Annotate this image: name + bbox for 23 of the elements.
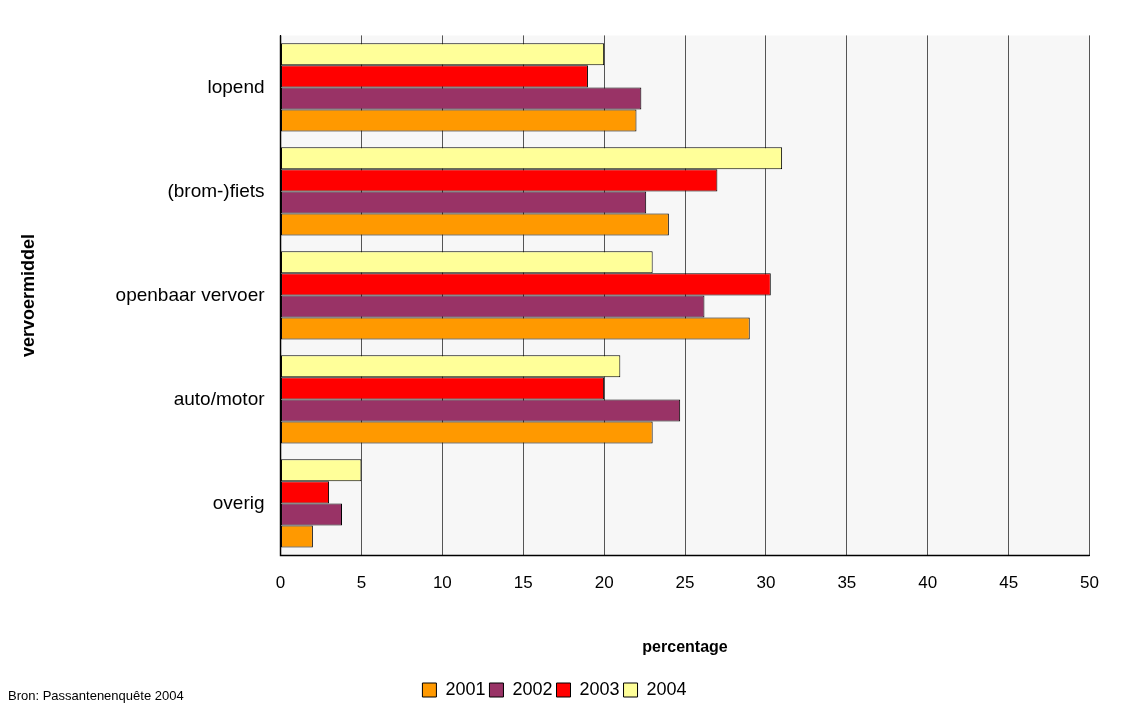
y-axis-title: vervoermiddel <box>17 233 38 357</box>
x-tick-label: 15 <box>513 573 533 593</box>
y-tick-label: overig <box>212 491 265 513</box>
legend-label: 2002 <box>512 678 553 699</box>
y-tick-label: openbaar vervoer <box>115 283 266 305</box>
x-tick-label: 0 <box>275 573 286 593</box>
y-tick-label: auto/motor <box>173 387 266 409</box>
x-tick-label: 35 <box>837 573 857 593</box>
text: Bron: Passantenenquête 2004 <box>8 688 184 703</box>
x-tick-label: 45 <box>999 573 1019 593</box>
x-axis-title: percentage <box>642 637 728 655</box>
legend-label: 2004 <box>646 678 687 699</box>
x-tick-label: 40 <box>918 573 938 593</box>
x-tick-label: 30 <box>756 573 776 593</box>
legend-label: 2003 <box>579 678 620 699</box>
y-tick-label: lopend <box>207 75 265 97</box>
x-tick-label: 10 <box>432 573 452 593</box>
x-tick-label: 5 <box>356 573 367 593</box>
x-tick-label: 25 <box>675 573 695 593</box>
x-tick-label: 50 <box>1080 573 1100 593</box>
legend-label: 2001 <box>445 678 486 699</box>
y-tick-label: (brom-)fiets <box>167 179 265 201</box>
x-tick-label: 20 <box>594 573 614 593</box>
